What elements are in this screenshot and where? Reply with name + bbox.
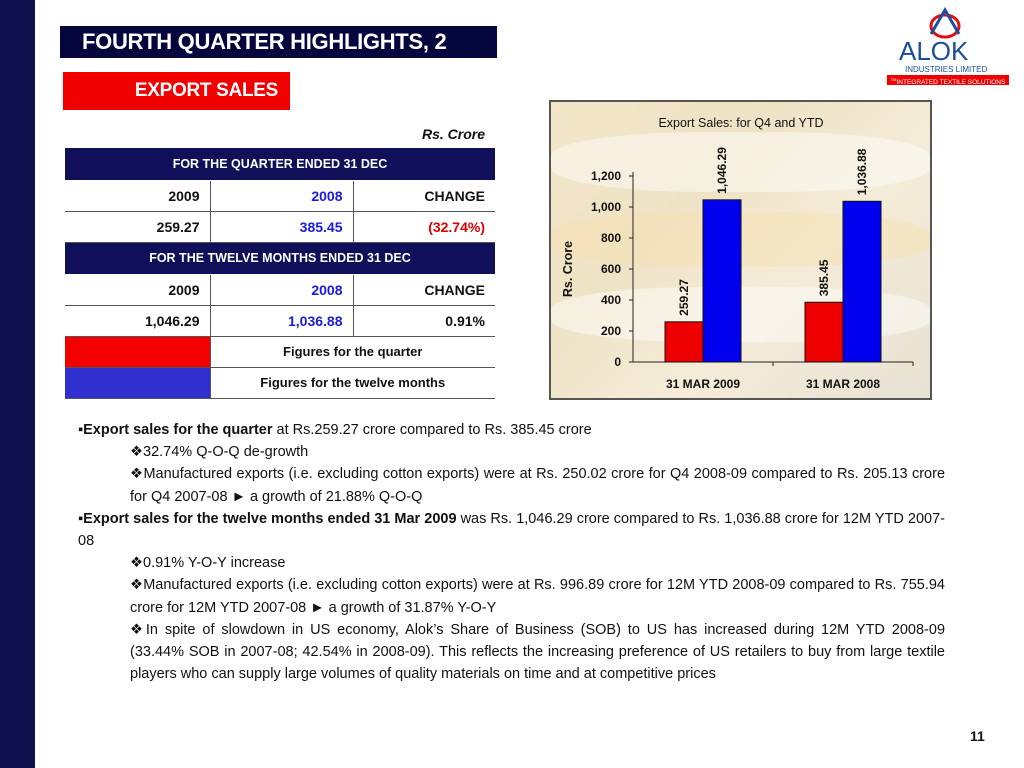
- legend-twelve-label: Figures for the twelve months: [210, 367, 495, 399]
- col-2009: 2009: [65, 180, 210, 212]
- units-label: Rs. Crore: [421, 126, 485, 142]
- y-tick-label: 400: [601, 293, 621, 307]
- sub-bullet-item: ❖Manufactured exports (i.e. excluding co…: [78, 463, 945, 507]
- twelve-color-swatch: [65, 367, 211, 399]
- x-tick-label: 31 MAR 2008: [806, 377, 880, 391]
- y-tick-label: 600: [601, 262, 621, 276]
- logo-tm: TM: [890, 77, 897, 82]
- diamond-bullet-icon: ❖: [130, 555, 143, 572]
- bullet-item: ▪Export sales for the twelve months ende…: [78, 508, 945, 552]
- diamond-bullet-icon: ❖: [130, 444, 143, 461]
- twelve-2009-value: 1,046.29: [65, 305, 210, 337]
- bullet-text: at Rs.259.27 crore compared to Rs. 385.4…: [272, 422, 592, 438]
- y-tick-label: 0: [614, 355, 621, 369]
- table-row: 2009 2008 CHANGE: [65, 180, 495, 212]
- quarter-2009-value: 259.27: [65, 211, 210, 243]
- bar: [842, 200, 882, 363]
- quarter-change-value: (32.74%): [352, 211, 495, 243]
- twelve-months-header: FOR THE TWELVE MONTHS ENDED 31 DEC: [65, 242, 495, 275]
- chart-title: Export Sales: for Q4 and YTD: [658, 116, 823, 130]
- sub-bullet-text: 32.74% Q-O-Q de-growth: [143, 444, 309, 461]
- y-tick-label: 1,200: [591, 169, 621, 183]
- logo-swoosh-icon: [929, 7, 961, 39]
- logo-tagline: TMINTEGRATED TEXTILE SOLUTIONS: [887, 75, 1009, 87]
- col-2008: 2008: [209, 180, 353, 212]
- col-change: CHANGE: [352, 274, 495, 306]
- y-tick-label: 200: [601, 324, 621, 338]
- sub-bullet-item: ❖32.74% Q-O-Q de-growth: [78, 441, 945, 463]
- sub-bullet-item: ❖0.91% Y-O-Y increase: [78, 552, 945, 574]
- sub-bullet-text: Manufactured exports (i.e. excluding cot…: [130, 466, 946, 505]
- y-axis-label: Rs. Crore: [561, 241, 575, 297]
- table-row: 1,046.29 1,036.88 0.91%: [65, 305, 495, 337]
- slide-title: FOURTH QUARTER HIGHLIGHTS, 2: [60, 26, 497, 58]
- twelve-change-value: 0.91%: [352, 305, 495, 337]
- page-number: 11: [970, 728, 985, 744]
- quarter-2008-value: 385.45: [209, 211, 353, 243]
- logo-name: ALOK: [899, 36, 969, 66]
- company-logo: ALOK INDUSTRIES LIMITED TMINTEGRATED TEX…: [885, 4, 1010, 88]
- commentary: ▪Export sales for the quarter at Rs.259.…: [78, 419, 945, 685]
- section-heading: EXPORT SALES: [63, 72, 290, 110]
- diamond-bullet-icon: ❖: [130, 621, 146, 638]
- twelve-2008-value: 1,036.88: [209, 305, 353, 337]
- quarter-color-swatch: [65, 336, 211, 368]
- bar: [702, 199, 742, 363]
- square-bullet-icon: ▪: [78, 510, 84, 527]
- bullet-heading: Export sales for the quarter: [83, 422, 273, 438]
- legend-row: Figures for the twelve months: [65, 367, 495, 399]
- data-label: 1,036.88: [855, 148, 869, 195]
- sub-bullet-item: ❖In spite of slowdown in US economy, Alo…: [78, 619, 945, 686]
- legend-quarter-label: Figures for the quarter: [210, 336, 495, 368]
- table-row: 259.27 385.45 (32.74%): [65, 211, 495, 243]
- logo-tagline-text: INTEGRATED TEXTILE SOLUTIONS: [896, 79, 1006, 87]
- quarter-header: FOR THE QUARTER ENDED 31 DEC: [65, 148, 495, 181]
- sub-bullet-text: 0.91% Y-O-Y increase: [143, 555, 286, 572]
- x-tick-label: 31 MAR 2009: [666, 377, 740, 391]
- col-2008: 2008: [209, 274, 353, 306]
- diamond-bullet-icon: ❖: [130, 577, 144, 594]
- bar: [664, 321, 704, 363]
- col-change: CHANGE: [352, 180, 495, 212]
- bullet-text: was Rs. 1,046.29 crore compared to Rs. 1…: [78, 510, 945, 550]
- sub-bullet-item: ❖Manufactured exports (i.e. excluding co…: [78, 574, 945, 618]
- table-row: 2009 2008 CHANGE: [65, 274, 495, 306]
- sub-bullet-text: Manufactured exports (i.e. excluding cot…: [130, 577, 945, 616]
- sub-bullet-text: In spite of slowdown in US economy, Alok…: [130, 621, 946, 683]
- table-header-row: FOR THE QUARTER ENDED 31 DEC: [65, 148, 495, 181]
- background-towel: [551, 132, 930, 192]
- bullet-item: ▪Export sales for the quarter at Rs.259.…: [78, 419, 945, 441]
- left-accent-bar: [0, 0, 35, 768]
- data-label: 385.45: [817, 259, 831, 296]
- y-tick-label: 800: [601, 231, 621, 245]
- col-2009: 2009: [65, 274, 210, 306]
- data-label: 259.27: [677, 279, 691, 316]
- y-tick-label: 1,000: [591, 200, 621, 214]
- bar: [804, 301, 844, 363]
- data-label: 1,046.29: [715, 147, 729, 194]
- legend-row: Figures for the quarter: [65, 336, 495, 368]
- export-sales-table: FOR THE QUARTER ENDED 31 DEC 2009 2008 C…: [65, 148, 495, 399]
- export-sales-chart: Export Sales: for Q4 and YTD 0 200 400 600 80…: [561, 116, 914, 391]
- diamond-bullet-icon: ❖: [130, 466, 144, 483]
- bullet-heading: Export sales for the twelve months ended…: [83, 510, 457, 527]
- table-header-row: FOR THE TWELVE MONTHS ENDED 31 DEC: [65, 242, 495, 275]
- square-bullet-icon: ▪: [78, 422, 84, 438]
- chart-panel: Export Sales: for Q4 and YTD 0 200 400 600 80…: [549, 100, 932, 400]
- logo-subtitle: INDUSTRIES LIMITED: [905, 65, 988, 74]
